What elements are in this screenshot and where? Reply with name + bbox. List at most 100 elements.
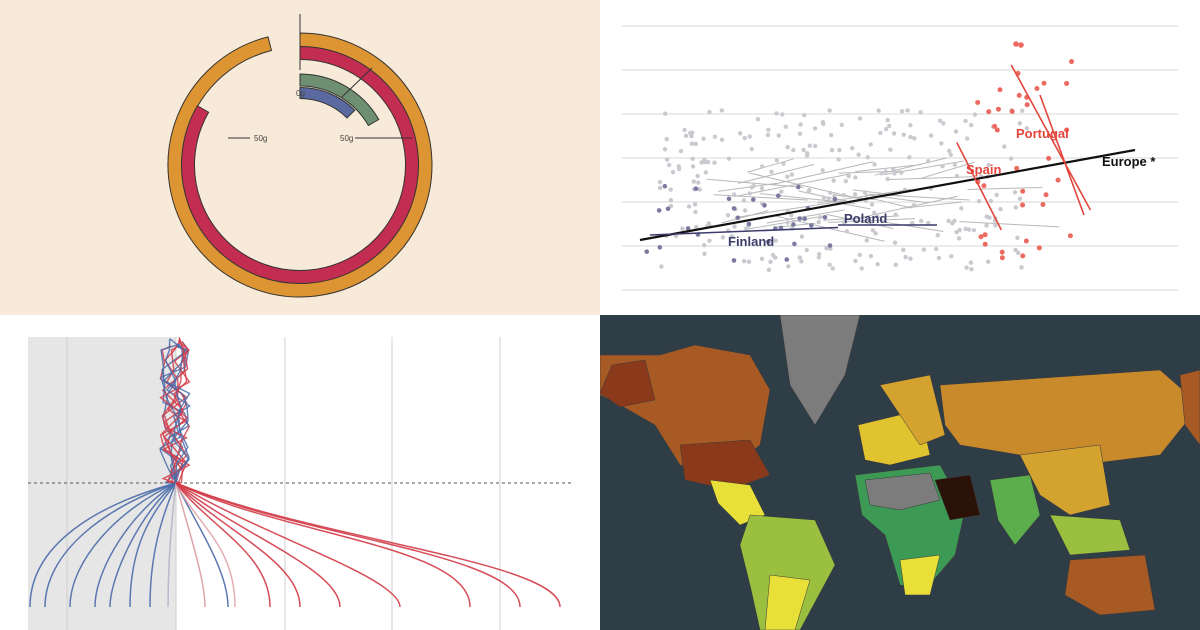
data-point — [664, 137, 669, 142]
data-point — [769, 169, 774, 175]
data-point — [836, 157, 841, 162]
region-arabia — [934, 474, 981, 521]
data-point — [668, 203, 674, 209]
data-point — [732, 224, 737, 229]
data-point — [826, 196, 832, 201]
country-trend-line — [900, 201, 963, 209]
data-point — [749, 185, 754, 190]
data-point — [952, 218, 957, 223]
data-point — [693, 141, 698, 147]
data-point — [797, 255, 802, 260]
data-point — [853, 175, 858, 180]
data-point — [657, 185, 663, 191]
data-point — [939, 141, 944, 146]
trajectory-line — [159, 345, 191, 484]
trajectory-line — [167, 482, 177, 608]
data-point — [1017, 121, 1023, 126]
data-point — [907, 155, 912, 160]
data-point — [785, 220, 790, 225]
data-point — [821, 121, 826, 126]
tick-label-50-outer: 50g — [340, 134, 353, 143]
data-point-navy — [731, 258, 737, 263]
trajectory-line — [69, 482, 177, 608]
data-point-red — [1024, 102, 1030, 108]
country-trend-line — [888, 176, 973, 180]
data-point — [741, 258, 747, 264]
data-point — [670, 170, 676, 175]
data-point-red — [1046, 155, 1052, 161]
trajectory-line — [29, 482, 177, 608]
trajectory-line — [175, 482, 341, 608]
data-point — [821, 195, 827, 201]
data-point — [885, 176, 890, 182]
data-point — [837, 147, 842, 153]
data-point-navy — [796, 184, 801, 190]
trajectory-line-chart — [0, 315, 600, 630]
data-point — [746, 259, 752, 264]
country-trend-line — [864, 194, 928, 204]
region-far-east — [1179, 369, 1200, 446]
data-point — [966, 227, 972, 232]
data-point — [952, 162, 958, 167]
data-point — [773, 255, 778, 260]
region-usa — [679, 439, 771, 491]
scatter-chart-svg: Finland Poland Spain Portugal Europe * — [622, 25, 1178, 291]
data-point — [789, 172, 795, 177]
data-point — [668, 187, 673, 192]
data-point — [1013, 205, 1019, 210]
data-point — [703, 170, 709, 175]
radial-tick-mark — [341, 67, 373, 98]
data-point — [986, 162, 991, 168]
data-point — [690, 164, 696, 169]
data-point — [872, 210, 877, 215]
data-point — [659, 264, 664, 269]
data-point — [869, 202, 875, 207]
data-point — [873, 231, 878, 236]
trajectory-line — [129, 482, 177, 608]
region-south-america — [739, 514, 836, 630]
data-point — [883, 169, 888, 174]
data-point — [865, 155, 870, 160]
data-point — [726, 156, 732, 161]
data-point-navy — [775, 193, 781, 198]
data-point — [786, 264, 791, 269]
trajectory-line — [175, 482, 521, 608]
data-point-red — [1069, 59, 1075, 65]
data-point-navy — [762, 203, 767, 208]
data-point — [954, 173, 960, 179]
data-point — [852, 192, 858, 197]
data-point — [689, 141, 695, 146]
data-point — [701, 136, 706, 141]
data-point-navy — [746, 221, 752, 227]
label-portugal: Portugal — [1016, 126, 1069, 141]
data-point — [691, 179, 697, 184]
data-point — [719, 137, 725, 142]
data-point — [1019, 265, 1024, 270]
data-point — [839, 122, 844, 128]
data-point — [755, 117, 761, 122]
data-point — [791, 147, 796, 153]
data-point — [1016, 250, 1021, 256]
data-point — [1009, 156, 1014, 161]
data-point — [747, 191, 752, 196]
data-point — [804, 247, 809, 253]
data-point — [1017, 196, 1023, 201]
data-point — [697, 187, 702, 192]
region-southeast-asia — [1049, 514, 1131, 556]
data-point — [701, 243, 707, 248]
data-point — [832, 193, 837, 198]
data-point — [908, 123, 913, 128]
data-point — [963, 226, 968, 232]
trajectory-line — [109, 482, 177, 608]
data-point — [972, 112, 978, 117]
data-point — [720, 235, 726, 240]
data-point — [908, 134, 913, 140]
data-point-red — [999, 249, 1005, 255]
data-point — [783, 124, 788, 129]
data-point-red — [986, 109, 992, 115]
data-point — [957, 227, 962, 233]
trajectory-line — [175, 482, 301, 608]
radial-bar-crimson — [181, 45, 419, 284]
data-point — [807, 188, 812, 193]
data-point — [964, 265, 969, 270]
